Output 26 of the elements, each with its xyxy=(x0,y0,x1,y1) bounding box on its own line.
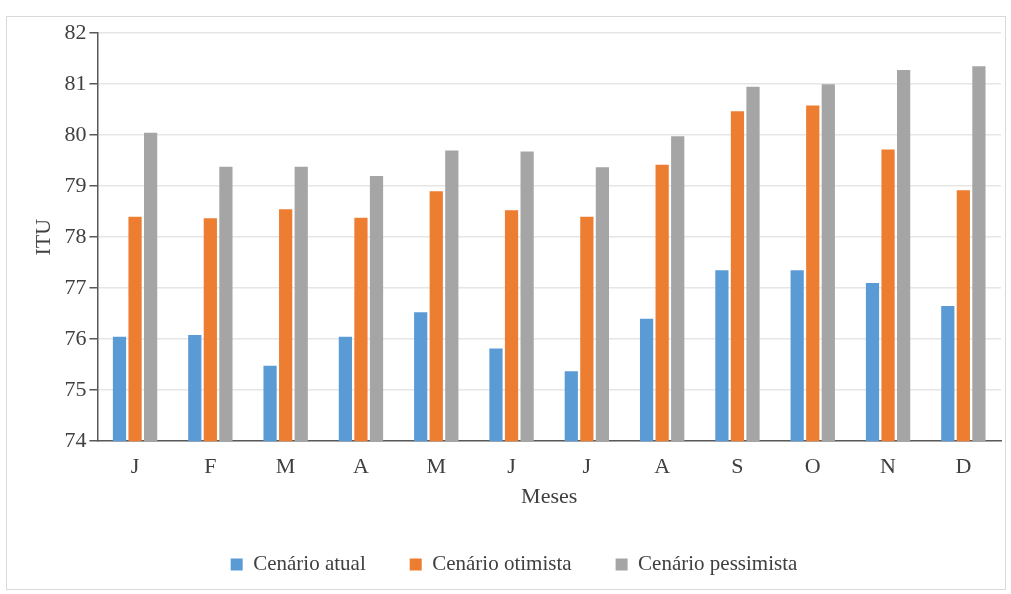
x-tick-label: M xyxy=(426,453,447,479)
y-tick-label: 79 xyxy=(64,171,87,197)
y-tick-label: 74 xyxy=(64,426,87,452)
x-tick-label: M xyxy=(275,453,296,479)
y-tick-label: 76 xyxy=(64,324,87,350)
x-tick-label: J xyxy=(130,453,140,479)
x-tick-label: F xyxy=(204,453,217,479)
legend-label: Cenário pessimista xyxy=(638,551,798,576)
x-tick-label: J xyxy=(507,453,517,479)
y-tick-label: 81 xyxy=(64,69,87,95)
legend-label: Cenário otimista xyxy=(432,551,573,576)
x-tick-label: A xyxy=(654,453,671,479)
x-tick-label: D xyxy=(955,453,972,479)
x-axis-title: Meses xyxy=(521,482,578,508)
y-axis-title: ITU xyxy=(29,218,55,256)
x-tick-label: J xyxy=(582,453,592,479)
x-tick-label: A xyxy=(353,453,369,479)
y-tick-label: 82 xyxy=(64,18,87,44)
y-tick-label: 77 xyxy=(64,273,87,299)
y-tick-label: 78 xyxy=(64,222,87,248)
y-tick-label: 80 xyxy=(64,120,87,146)
x-tick-label: S xyxy=(731,453,744,479)
legend-label: Cenário atual xyxy=(253,551,366,576)
y-tick-label: 75 xyxy=(64,375,87,401)
x-tick-label: O xyxy=(804,453,821,479)
x-tick-label: N xyxy=(880,453,897,479)
